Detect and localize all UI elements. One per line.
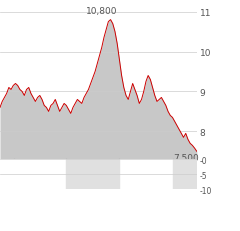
Text: Apr: Apr	[58, 160, 73, 169]
Bar	[66, 160, 120, 189]
Text: Jul: Jul	[114, 160, 125, 169]
Text: Okt: Okt	[165, 160, 181, 169]
Text: Jan: Jan	[7, 160, 21, 169]
Text: 7,500: 7,500	[173, 153, 199, 162]
Bar	[173, 160, 197, 189]
Text: 10,800: 10,800	[86, 7, 117, 16]
